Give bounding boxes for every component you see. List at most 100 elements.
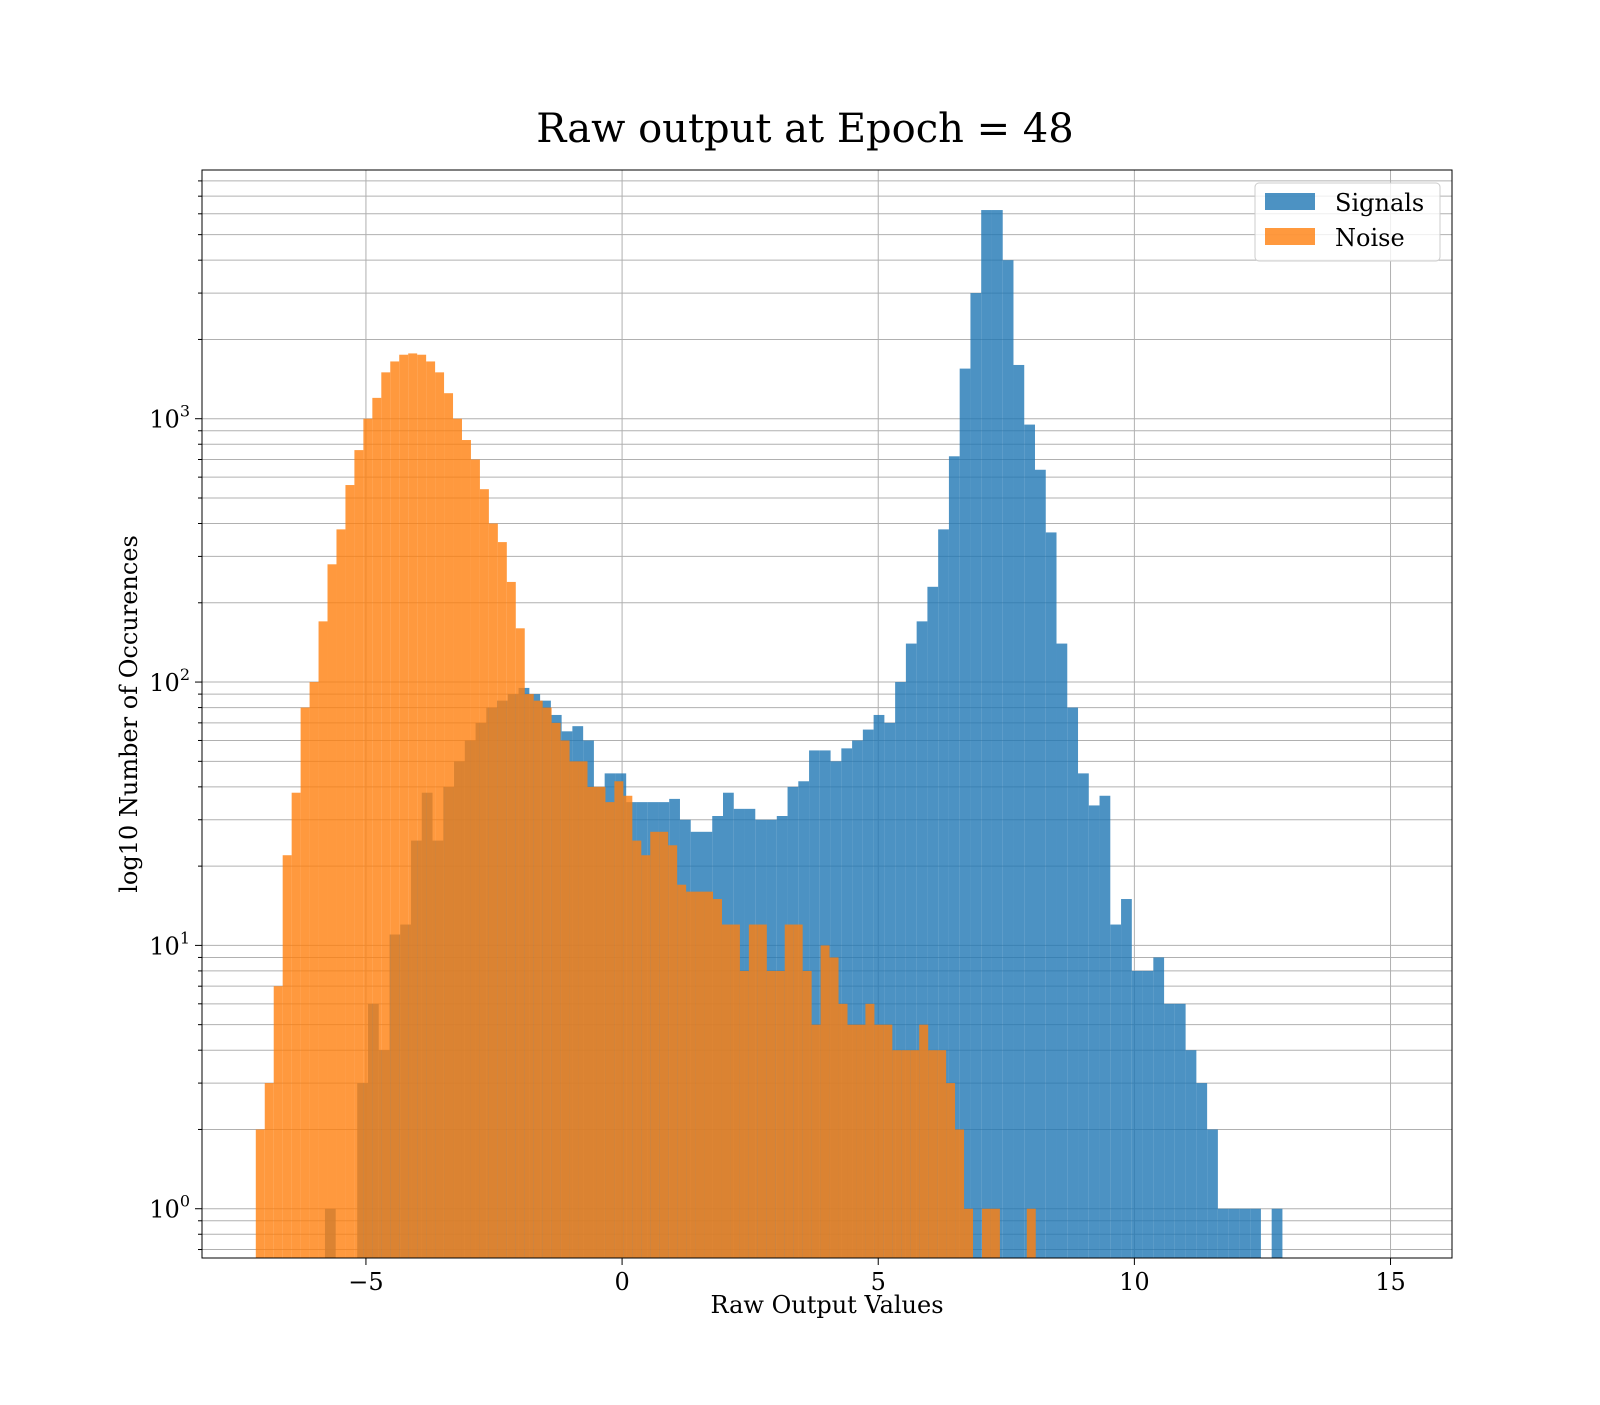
bar-signals [1013,364,1025,1258]
bar-noise [399,354,409,1258]
bar-noise [739,970,749,1258]
bar-noise [282,855,292,1258]
legend-label-signals: Signals [1335,189,1424,217]
bar-noise [757,924,767,1258]
bar-noise [910,1050,920,1258]
bar-noise [327,564,337,1258]
bar-noise [1026,1208,1036,1258]
bar-noise [300,707,310,1258]
bar-signals [1185,1050,1197,1258]
bar-noise [766,970,776,1258]
legend-swatch-noise [1265,228,1315,245]
x-axis-label: Raw Output Values [710,1291,943,1319]
bar-noise [990,1208,1000,1258]
bar-noise [605,802,615,1258]
bar-signals [1142,970,1154,1258]
bar-noise [981,1208,991,1258]
bar-noise [730,924,740,1258]
bar-signals [1153,957,1165,1258]
bar-noise [802,970,812,1258]
x-tick-label: 10 [1119,1268,1150,1296]
bar-signals [1164,1003,1175,1258]
bar-signals [959,368,971,1258]
bar-signals [1024,424,1035,1258]
bar-noise [919,1024,929,1258]
ticks-layer: −5 0 5 10 15 100 101 102 103 [149,180,1406,1296]
bar-signals [905,643,917,1258]
bar-noise [713,899,722,1258]
bar-noise [659,831,669,1258]
bar-noise [829,957,839,1258]
x-tick-label: −5 [348,1268,383,1296]
bar-noise [677,884,687,1258]
bar-noise [587,786,597,1258]
y-axis-label: log10 Number of Occurences [115,535,143,893]
bar-noise [695,891,705,1258]
bar-noise [354,450,364,1258]
bar-noise [381,372,391,1258]
bar-noise [856,1024,866,1258]
bar-noise [668,845,678,1258]
bar-signals [991,210,1003,1258]
bar-noise [435,372,445,1258]
bar-signals [1034,469,1046,1259]
y-tick-label: 102 [149,665,190,697]
axes-frame [201,169,1453,1259]
bar-signals [1131,970,1143,1258]
bar-noise [497,542,507,1258]
bar-noise [704,891,714,1258]
bar-noise [470,459,480,1258]
y-tick-label: 100 [149,1192,190,1224]
legend: Signals Noise [1254,182,1441,262]
bar-signals [916,621,928,1258]
bar-signals [1217,1208,1229,1258]
bar-noise [453,418,462,1258]
bar-noise [955,1129,965,1258]
bar-signals [970,293,982,1258]
bar-noise [721,924,731,1258]
bar-noise [569,761,579,1258]
x-tick-label: 15 [1375,1268,1406,1296]
bar-signals [1250,1208,1261,1258]
bar-signals [841,748,853,1258]
y-tick-label: 101 [149,928,190,960]
bar-noise [336,529,346,1258]
bar-signals [1110,924,1122,1258]
bar-noise [551,722,561,1258]
x-tick-label: 5 [871,1268,886,1296]
bar-noise [318,621,328,1258]
bar-noise [793,924,803,1258]
bar-noise [946,1083,956,1258]
bar-noise [820,945,830,1258]
bar-signals [1228,1208,1240,1258]
bar-noise [641,855,651,1258]
bar-signals [948,456,960,1258]
bar-noise [444,393,454,1258]
bar-noise [623,795,633,1258]
bar-noise [883,1024,893,1258]
bar-noise [560,740,570,1258]
bar-noise [748,924,758,1258]
bar-noise [506,581,516,1258]
bar-noise [578,761,588,1258]
chart-title: Raw output at Epoch = 48 [536,106,1073,152]
bar-noise [928,1050,938,1258]
bar-noise [775,970,785,1258]
bar-noise [650,831,660,1258]
bar-signals [1078,773,1089,1258]
bar-noise [291,792,301,1258]
bar-noise [372,397,382,1258]
bar-signals [1196,1083,1208,1258]
bar-noise [363,418,373,1258]
bar-noise [309,682,319,1258]
bar-signals [1002,260,1014,1258]
bar-signals [809,750,820,1258]
bar-signals [1099,795,1111,1258]
bar-signals [1121,899,1132,1258]
bar-noise [901,1050,911,1258]
bar-noise [614,781,624,1258]
legend-swatch-signals [1265,193,1315,210]
bar-signals [884,722,896,1258]
